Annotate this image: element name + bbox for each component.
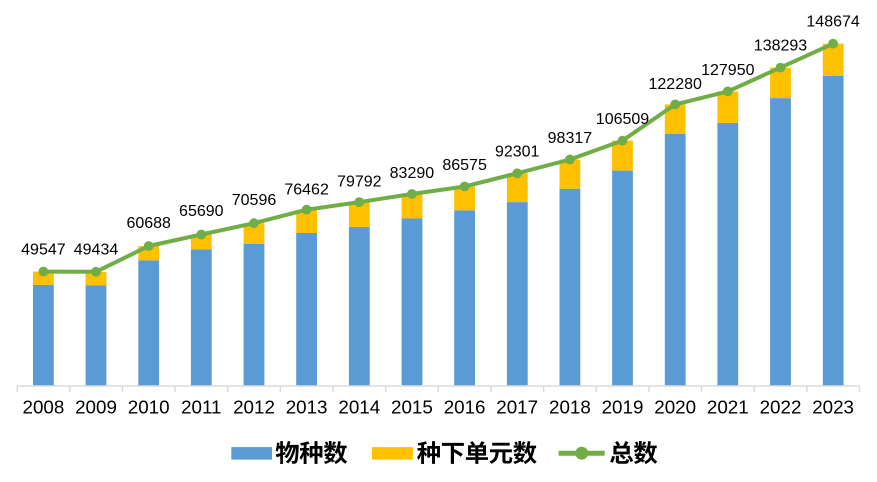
svg-text:86575: 86575 (442, 157, 487, 174)
svg-text:106509: 106509 (596, 111, 649, 128)
svg-text:65690: 65690 (179, 203, 224, 220)
svg-text:83290: 83290 (390, 165, 435, 182)
svg-text:2021: 2021 (707, 397, 749, 418)
svg-text:2009: 2009 (75, 397, 117, 418)
svg-text:2010: 2010 (128, 397, 170, 418)
svg-text:2018: 2018 (549, 397, 591, 418)
svg-text:76462: 76462 (284, 182, 329, 199)
svg-text:2012: 2012 (233, 397, 275, 418)
svg-text:98317: 98317 (548, 130, 593, 147)
svg-text:2022: 2022 (760, 397, 802, 418)
svg-text:122280: 122280 (649, 76, 702, 93)
svg-text:2020: 2020 (654, 397, 696, 418)
svg-text:2017: 2017 (496, 397, 538, 418)
svg-text:2016: 2016 (444, 397, 486, 418)
svg-text:138293: 138293 (754, 38, 807, 55)
svg-text:49434: 49434 (74, 242, 119, 259)
svg-text:2014: 2014 (338, 397, 380, 418)
svg-text:2023: 2023 (812, 397, 854, 418)
svg-text:2008: 2008 (23, 397, 65, 418)
svg-text:49547: 49547 (21, 242, 66, 259)
svg-text:70596: 70596 (232, 192, 277, 209)
svg-text:2019: 2019 (602, 397, 644, 418)
svg-text:2013: 2013 (286, 397, 328, 418)
svg-text:92301: 92301 (495, 143, 540, 160)
svg-text:127950: 127950 (701, 62, 754, 79)
svg-text:79792: 79792 (337, 173, 382, 190)
svg-text:2011: 2011 (181, 397, 221, 418)
svg-text:148674: 148674 (806, 14, 859, 31)
svg-text:60688: 60688 (126, 215, 171, 232)
svg-text:2015: 2015 (391, 397, 433, 418)
